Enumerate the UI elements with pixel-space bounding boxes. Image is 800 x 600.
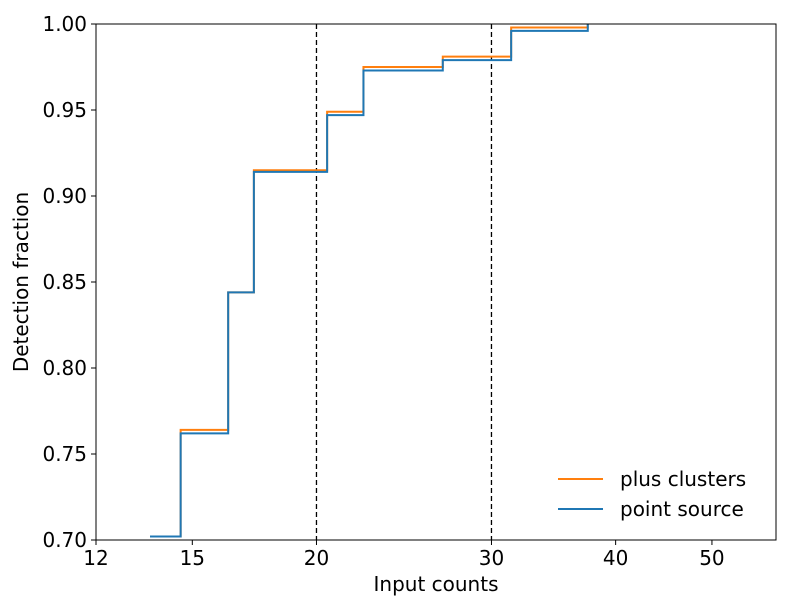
x-axis-label: Input counts: [374, 572, 499, 596]
y-tick-label: 0.70: [42, 528, 87, 552]
series-line-point-source: [150, 24, 589, 538]
x-tick-label: 50: [699, 546, 724, 570]
y-tick-label: 1.00: [42, 12, 87, 36]
x-tick-label: 12: [83, 546, 108, 570]
x-tick-label: 30: [479, 546, 504, 570]
y-axis-label: Detection fraction: [9, 192, 33, 372]
legend-label-point-source: point source: [620, 497, 744, 521]
x-tick-label: 40: [603, 546, 628, 570]
x-axis: 12 15 20 30 40 50: [83, 540, 725, 570]
y-tick-label: 0.75: [42, 442, 87, 466]
reference-lines: [315, 24, 493, 540]
x-tick-label: 15: [180, 546, 205, 570]
legend-label-plus-clusters: plus clusters: [620, 467, 746, 491]
y-tick-label: 0.85: [42, 270, 87, 294]
x-tick-label: 20: [304, 546, 329, 570]
legend: plus clusters point source: [558, 467, 746, 521]
plot-background: [96, 24, 776, 540]
y-tick-label: 0.80: [42, 356, 87, 380]
y-axis: 0.70 0.75 0.80 0.85 0.90 0.95 1.00: [42, 12, 96, 552]
series-layer: [150, 24, 589, 538]
plot-area: [96, 24, 776, 540]
y-tick-label: 0.90: [42, 184, 87, 208]
y-tick-label: 0.95: [42, 98, 87, 122]
